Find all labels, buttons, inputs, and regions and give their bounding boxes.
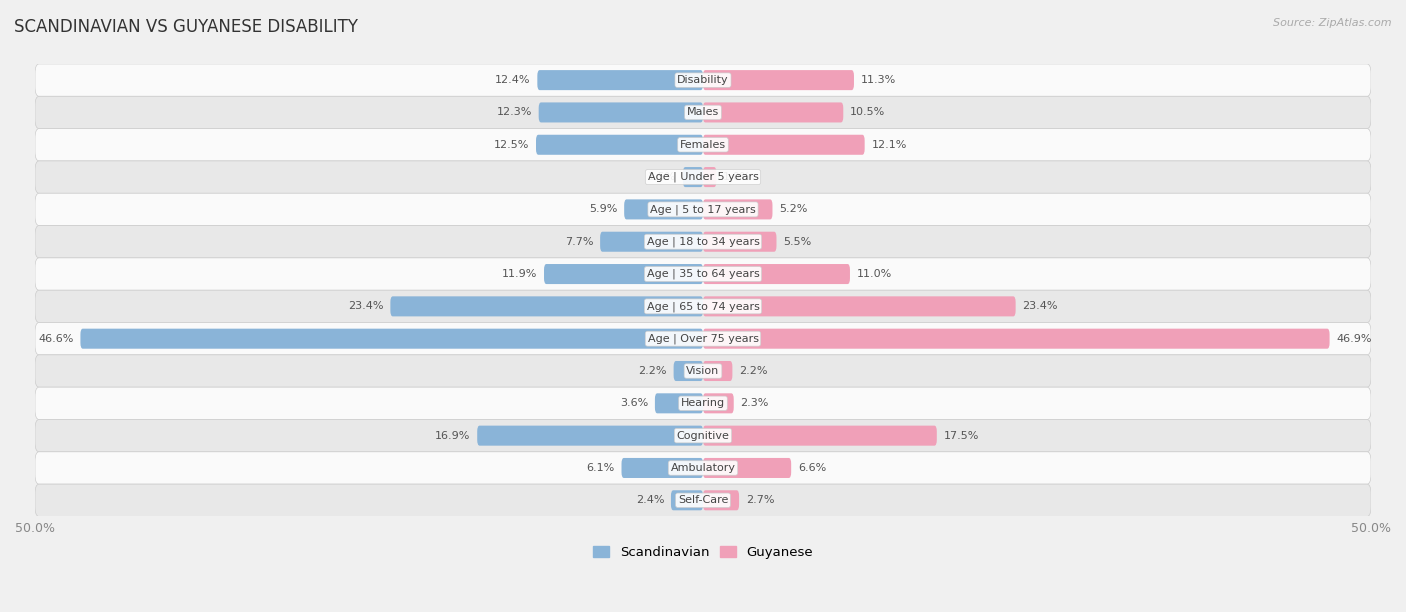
FancyBboxPatch shape [537, 70, 703, 90]
FancyBboxPatch shape [538, 102, 703, 122]
FancyBboxPatch shape [703, 425, 936, 446]
FancyBboxPatch shape [703, 329, 1330, 349]
Text: 3.6%: 3.6% [620, 398, 648, 408]
Text: 11.3%: 11.3% [860, 75, 896, 85]
Text: 23.4%: 23.4% [1022, 301, 1057, 312]
Text: SCANDINAVIAN VS GUYANESE DISABILITY: SCANDINAVIAN VS GUYANESE DISABILITY [14, 18, 359, 36]
Text: Females: Females [681, 140, 725, 150]
Text: 12.5%: 12.5% [494, 140, 529, 150]
FancyBboxPatch shape [703, 200, 772, 220]
Text: 5.2%: 5.2% [779, 204, 807, 214]
Text: Males: Males [688, 108, 718, 118]
FancyBboxPatch shape [703, 361, 733, 381]
Text: 6.6%: 6.6% [797, 463, 827, 473]
FancyBboxPatch shape [703, 394, 734, 413]
Text: 5.9%: 5.9% [589, 204, 617, 214]
Text: Age | 35 to 64 years: Age | 35 to 64 years [647, 269, 759, 279]
Text: 2.4%: 2.4% [636, 495, 664, 506]
FancyBboxPatch shape [35, 226, 1371, 258]
FancyBboxPatch shape [35, 419, 1371, 452]
FancyBboxPatch shape [703, 458, 792, 478]
FancyBboxPatch shape [80, 329, 703, 349]
FancyBboxPatch shape [703, 70, 853, 90]
FancyBboxPatch shape [35, 290, 1371, 323]
FancyBboxPatch shape [35, 129, 1371, 161]
FancyBboxPatch shape [703, 102, 844, 122]
Text: Source: ZipAtlas.com: Source: ZipAtlas.com [1274, 18, 1392, 28]
FancyBboxPatch shape [671, 490, 703, 510]
FancyBboxPatch shape [35, 484, 1371, 517]
FancyBboxPatch shape [544, 264, 703, 284]
FancyBboxPatch shape [703, 135, 865, 155]
Text: 1.0%: 1.0% [723, 172, 751, 182]
FancyBboxPatch shape [35, 323, 1371, 355]
FancyBboxPatch shape [655, 394, 703, 413]
Text: 12.3%: 12.3% [496, 108, 531, 118]
Text: 16.9%: 16.9% [436, 431, 471, 441]
Text: Vision: Vision [686, 366, 720, 376]
Text: 11.9%: 11.9% [502, 269, 537, 279]
FancyBboxPatch shape [703, 167, 717, 187]
Text: 2.7%: 2.7% [745, 495, 775, 506]
Text: Age | 65 to 74 years: Age | 65 to 74 years [647, 301, 759, 312]
Text: 5.5%: 5.5% [783, 237, 811, 247]
Text: 11.0%: 11.0% [856, 269, 891, 279]
FancyBboxPatch shape [624, 200, 703, 220]
Text: Age | Under 5 years: Age | Under 5 years [648, 172, 758, 182]
FancyBboxPatch shape [391, 296, 703, 316]
FancyBboxPatch shape [703, 296, 1015, 316]
FancyBboxPatch shape [673, 361, 703, 381]
Text: 10.5%: 10.5% [851, 108, 886, 118]
Text: 12.4%: 12.4% [495, 75, 530, 85]
Text: Disability: Disability [678, 75, 728, 85]
FancyBboxPatch shape [35, 64, 1371, 96]
FancyBboxPatch shape [703, 490, 740, 510]
FancyBboxPatch shape [35, 96, 1371, 129]
Text: Age | 18 to 34 years: Age | 18 to 34 years [647, 236, 759, 247]
Text: 1.5%: 1.5% [648, 172, 676, 182]
FancyBboxPatch shape [703, 264, 851, 284]
FancyBboxPatch shape [35, 452, 1371, 484]
Text: 12.1%: 12.1% [872, 140, 907, 150]
Text: Ambulatory: Ambulatory [671, 463, 735, 473]
FancyBboxPatch shape [35, 355, 1371, 387]
FancyBboxPatch shape [35, 258, 1371, 290]
Text: 2.2%: 2.2% [638, 366, 666, 376]
Text: 6.1%: 6.1% [586, 463, 614, 473]
FancyBboxPatch shape [683, 167, 703, 187]
Text: Cognitive: Cognitive [676, 431, 730, 441]
Text: 7.7%: 7.7% [565, 237, 593, 247]
FancyBboxPatch shape [35, 193, 1371, 226]
Text: 23.4%: 23.4% [349, 301, 384, 312]
FancyBboxPatch shape [703, 232, 776, 252]
FancyBboxPatch shape [35, 161, 1371, 193]
Text: 46.9%: 46.9% [1336, 334, 1372, 344]
FancyBboxPatch shape [477, 425, 703, 446]
FancyBboxPatch shape [621, 458, 703, 478]
Text: Age | 5 to 17 years: Age | 5 to 17 years [650, 204, 756, 215]
Text: 17.5%: 17.5% [943, 431, 979, 441]
FancyBboxPatch shape [536, 135, 703, 155]
Text: Self-Care: Self-Care [678, 495, 728, 506]
Legend: Scandinavian, Guyanese: Scandinavian, Guyanese [588, 540, 818, 564]
Text: Hearing: Hearing [681, 398, 725, 408]
Text: 46.6%: 46.6% [38, 334, 73, 344]
Text: 2.2%: 2.2% [740, 366, 768, 376]
FancyBboxPatch shape [600, 232, 703, 252]
Text: 2.3%: 2.3% [741, 398, 769, 408]
Text: Age | Over 75 years: Age | Over 75 years [648, 334, 758, 344]
FancyBboxPatch shape [35, 387, 1371, 419]
